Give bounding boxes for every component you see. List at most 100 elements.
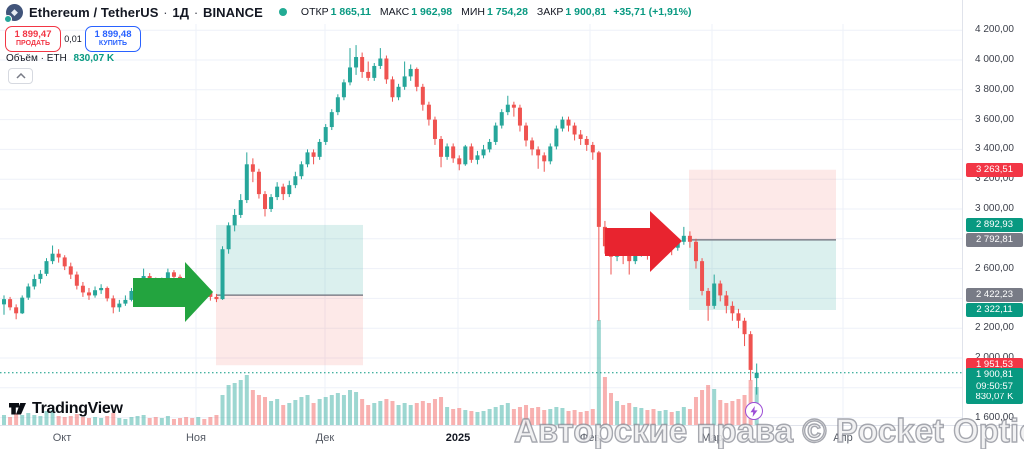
volume-bar: [44, 411, 49, 425]
price-tick: 3 800,00: [975, 83, 1014, 95]
volume-bar: [86, 418, 91, 425]
candle: [354, 57, 359, 68]
volume-bar: [530, 408, 535, 425]
price-tick: 3 400,00: [975, 143, 1014, 155]
candle: [171, 272, 176, 277]
zone-pink[interactable]: [689, 169, 836, 240]
price-tick: 4 200,00: [975, 24, 1014, 36]
volume-bar: [74, 414, 79, 425]
volume-bar: [184, 417, 189, 425]
exchange-status-dot-icon: [4, 14, 12, 23]
volume-bar: [469, 411, 474, 425]
candle: [38, 273, 43, 280]
volume-bar: [542, 410, 547, 425]
candle: [511, 104, 516, 108]
price-axis[interactable]: 1 900,81 09:50:57 4 200,00 4 000,00 3 800,…: [962, 0, 1024, 425]
candle: [693, 241, 698, 262]
candle: [372, 65, 377, 78]
candle: [469, 146, 474, 160]
volume-bar: [50, 410, 55, 425]
sell-button[interactable]: 1 899,47 ПРОДАТЬ: [5, 26, 61, 52]
volume-bar: [293, 400, 298, 425]
ohlc-values: ОТКР 1 865,11 МАКС 1 962,98 МИН 1 754,28 ЗАКР 1…: [301, 6, 606, 18]
volume-bar: [99, 418, 104, 425]
volume-bar: [621, 405, 626, 425]
volume-bar: [153, 417, 158, 425]
ohlc-item: МАКС 1 962,98: [379, 6, 453, 18]
time-axis-label: 2025: [445, 432, 471, 444]
price-level-label: 2 792,81: [966, 232, 1023, 247]
volume-bar: [244, 375, 249, 425]
market-status-icon: [278, 8, 287, 16]
volume-bar: [250, 390, 255, 425]
candle: [80, 285, 85, 293]
symbol-title[interactable]: Ethereum / TetherUS · 1Д · BINANCE: [29, 4, 263, 20]
ethereum-logo-icon[interactable]: ◆: [4, 3, 23, 23]
candle: [256, 171, 261, 195]
lightning-icon: [750, 405, 758, 417]
volume-bar: [220, 395, 225, 425]
volume-bar: [615, 401, 620, 425]
candle: [499, 112, 504, 126]
buy-button[interactable]: 1 899,48 КУПИТЬ: [85, 26, 141, 52]
volume-bar: [347, 390, 352, 425]
candle: [32, 279, 37, 287]
candle: [226, 225, 231, 250]
candle: [530, 140, 535, 150]
volume-bar: [141, 415, 146, 425]
volume-bar: [123, 419, 128, 425]
collapse-toolbar-button[interactable]: [8, 68, 33, 84]
price-level-label: 2 322,11: [966, 303, 1023, 317]
time-axis-label: Ноя: [185, 432, 207, 444]
volume-bar: [584, 411, 589, 425]
candle: [706, 290, 711, 306]
candle: [584, 138, 589, 145]
volume-bar: [420, 401, 425, 425]
candle: [8, 299, 13, 308]
tradingview-logo[interactable]: TradingView: [8, 399, 123, 418]
price-tick: 3 600,00: [975, 113, 1014, 125]
volume-bar: [426, 403, 431, 425]
zone-teal[interactable]: [216, 224, 363, 296]
volume-bar: [451, 409, 456, 425]
candle: [20, 297, 25, 314]
candle: [426, 104, 431, 120]
volume-bar: [269, 401, 274, 425]
zone-pink[interactable]: [216, 295, 363, 366]
zone-teal[interactable]: [689, 239, 836, 311]
volume-bar: [238, 380, 243, 425]
volume-bar: [609, 393, 613, 425]
candle: [687, 235, 692, 242]
volume-bar: [396, 405, 401, 425]
volume-bar: [511, 409, 516, 425]
volume-bar: [414, 403, 419, 425]
candle: [99, 287, 104, 291]
candle: [56, 253, 61, 258]
volume-bar: [602, 377, 607, 425]
ohlc-item: ЗАКР 1 900,81: [536, 6, 607, 18]
candle: [263, 194, 268, 209]
candle: [281, 186, 286, 195]
candle: [748, 334, 753, 370]
candle: [742, 320, 747, 335]
volume-bar: [487, 409, 492, 425]
candle: [165, 272, 170, 281]
volume-bar: [505, 403, 510, 425]
time-axis[interactable]: Окт Ноя Дек 2025 Фев Мар Апр: [0, 425, 1024, 449]
candle: [123, 299, 128, 304]
candle: [378, 58, 383, 66]
candle: [269, 197, 274, 209]
candle: [493, 125, 498, 142]
volume-bar: [323, 397, 328, 425]
instant-trade-badge[interactable]: [745, 402, 763, 420]
green-buy-arrow: [133, 262, 213, 322]
candle: [517, 107, 522, 126]
volume-bar: [135, 416, 140, 425]
last-price-countdown-label: 1 900,81 09:50:57: [966, 367, 1023, 393]
candlestick-chart[interactable]: [0, 24, 962, 425]
volume-bar: [62, 417, 67, 425]
volume-bar: [226, 385, 231, 425]
volume-bar: [317, 399, 322, 425]
volume-bar: [681, 407, 686, 425]
